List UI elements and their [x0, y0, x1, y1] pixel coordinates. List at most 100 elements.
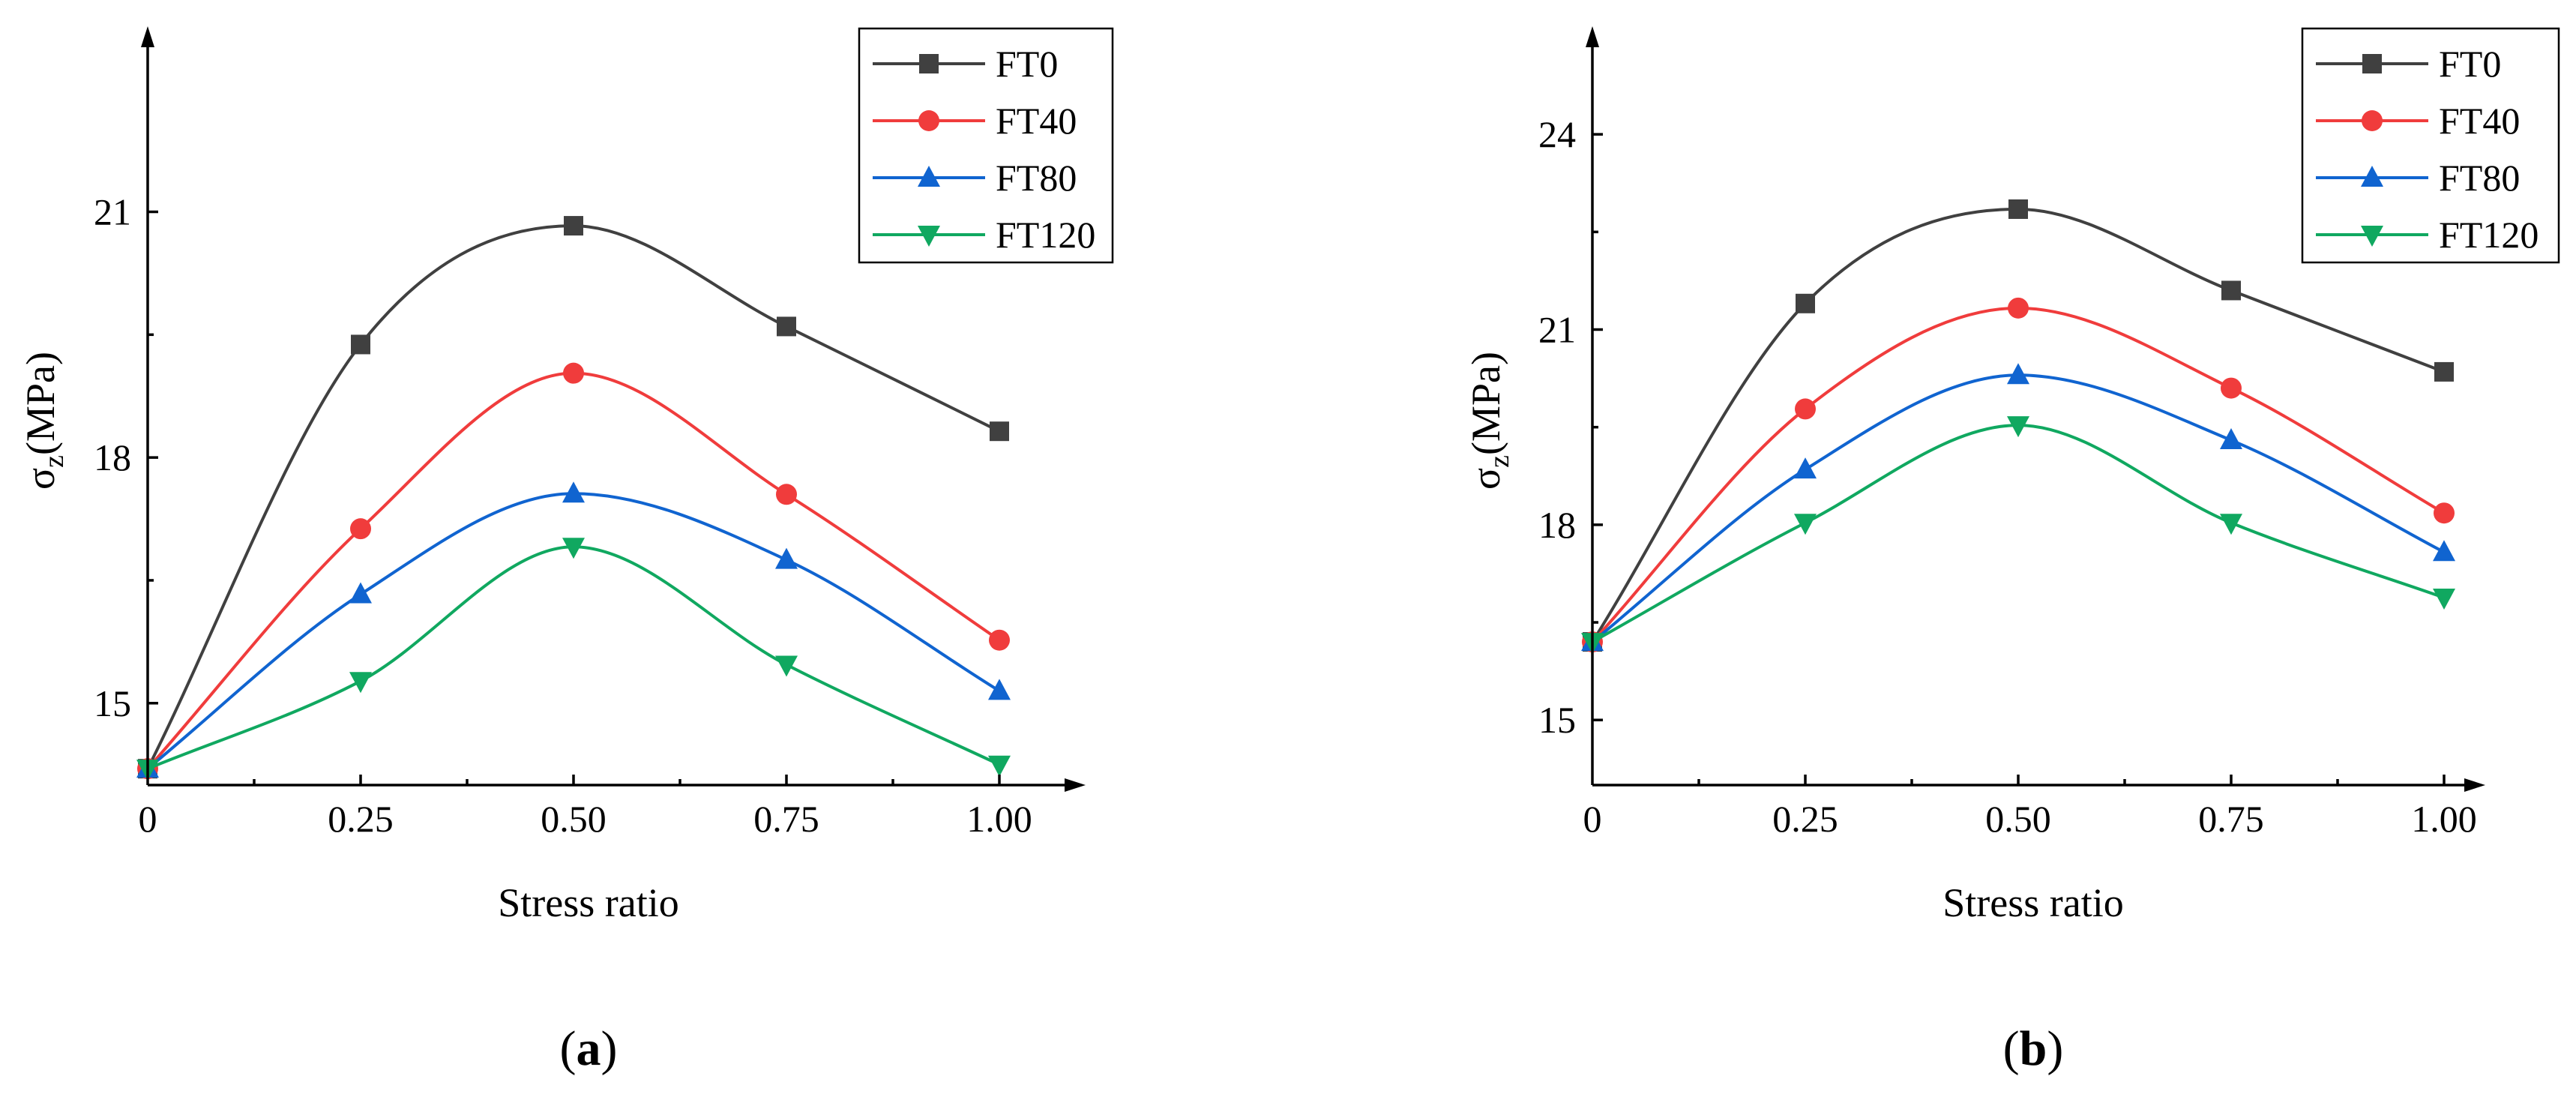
y-tick-label: 21 — [1538, 309, 1576, 351]
legend-marker-FT120 — [2361, 226, 2383, 247]
data-point-FT120 — [775, 655, 798, 677]
series-line-FT0 — [1591, 207, 2445, 643]
y-tick-label: 21 — [94, 191, 131, 233]
ticks: 0 0.25 0.50 0.75 1.00 15 18 21 — [94, 191, 1032, 840]
data-point-FT80 — [2433, 540, 2455, 562]
y-tick-label: 15 — [1538, 699, 1576, 741]
y-axis-title-subscript: z — [38, 455, 70, 468]
panel-label: (b) — [2003, 1021, 2064, 1076]
series-line-FT80 — [1591, 373, 2445, 643]
data-point-FT80 — [562, 481, 585, 503]
panel-label-close: ) — [601, 1021, 618, 1076]
data-point-FT80 — [2220, 428, 2242, 450]
y-axis-title-symbol: σ — [18, 468, 63, 490]
data-point-FT120 — [2433, 589, 2455, 610]
data-point-FT80 — [988, 679, 1011, 700]
legend-marker-FT0 — [919, 54, 939, 73]
data-point-FT0 — [351, 334, 370, 355]
data-point-FT0 — [777, 316, 796, 337]
data-point-FT120 — [2007, 416, 2029, 438]
legend-label-FT120: FT120 — [996, 214, 1095, 256]
x-tick-label: 0.75 — [2198, 798, 2264, 840]
data-point-FT40 — [1795, 398, 1816, 420]
ticks: 0 0.25 0.50 0.75 1.00 15 18 21 24 — [1538, 113, 2477, 840]
x-tick-label: 0.25 — [1772, 798, 1838, 840]
data-point-FT40 — [563, 362, 584, 384]
x-tick-label: 0 — [139, 798, 157, 840]
x-tick-label: 1.00 — [2411, 798, 2477, 840]
y-axis-title-subscript: z — [1484, 455, 1515, 468]
legend-items: FT0 FT40 FT80 FT120 — [873, 43, 1095, 256]
legend-label-FT0: FT0 — [2439, 43, 2501, 85]
x-tick-label: 0.50 — [541, 798, 607, 840]
legend-items: FT0 FT40 FT80 FT120 — [2316, 43, 2539, 256]
data-point-FT120 — [988, 755, 1011, 777]
legend-marker-FT40 — [2362, 110, 2383, 131]
panel-label: (a) — [560, 1021, 618, 1076]
legend: FT0 FT40 FT80 FT120 — [858, 27, 1114, 264]
y-axis-title-unit: (MPa) — [18, 352, 63, 455]
y-tick-label: 15 — [94, 682, 131, 724]
series-line-FT80 — [146, 492, 1001, 770]
axes — [141, 26, 1086, 792]
x-tick-label: 0.25 — [328, 798, 394, 840]
data-point-FT40 — [989, 629, 1010, 651]
legend-label-FT40: FT40 — [996, 100, 1077, 142]
legend-marker-FT80 — [918, 166, 940, 187]
data-point-FT80 — [2007, 363, 2029, 385]
axes — [1586, 26, 2485, 792]
legend-marker-FT120 — [918, 226, 940, 247]
legend-label-FT40: FT40 — [2439, 100, 2520, 142]
series-line-FT40 — [1591, 306, 2446, 643]
x-tick-label: 1.00 — [966, 798, 1032, 840]
y-axis-title: σz(MPa) — [1463, 352, 1515, 490]
y-axis-title-symbol: σ — [1463, 468, 1508, 490]
y-tick-label: 18 — [1538, 504, 1576, 546]
panel-label-open: ( — [2003, 1021, 2020, 1076]
x-tick-label: 0 — [1583, 798, 1602, 840]
data-point-FT0 — [2434, 361, 2454, 382]
y-tick-label: 24 — [1538, 113, 1576, 155]
legend-label-FT0: FT0 — [996, 43, 1058, 85]
x-axis-title: Stress ratio — [498, 880, 678, 925]
x-axis-arrow — [1065, 778, 1086, 792]
data-point-FT80 — [1794, 457, 1817, 479]
y-tick-label: 18 — [94, 436, 131, 478]
data-point-FT80 — [775, 547, 798, 569]
data-point-FT0 — [2008, 199, 2028, 219]
data-point-FT0 — [564, 216, 583, 236]
y-axis-title-unit: (MPa) — [1463, 352, 1508, 455]
data-point-FT80 — [349, 582, 372, 604]
data-point-FT0 — [2221, 280, 2241, 301]
legend-marker-FT80 — [2361, 166, 2383, 187]
panel-label-letter: a — [577, 1021, 601, 1076]
legend: FT0 FT40 FT80 FT120 — [2301, 27, 2560, 264]
data-point-FT0 — [1796, 293, 1815, 313]
series-line-FT40 — [146, 371, 1001, 770]
data-point-FT40 — [776, 484, 797, 505]
legend-label-FT80: FT80 — [996, 157, 1077, 199]
x-axis-arrow — [2464, 778, 2485, 792]
data-point-FT120 — [349, 672, 372, 694]
legend-box — [858, 27, 1114, 264]
data-point-FT40 — [2221, 377, 2242, 399]
series-layer — [136, 216, 1011, 781]
x-axis-title: Stress ratio — [1942, 880, 2123, 925]
legend-label-FT120: FT120 — [2439, 214, 2539, 256]
x-tick-label: 0.75 — [753, 798, 819, 840]
y-axis-arrow — [1586, 26, 1599, 47]
y-axis-arrow — [141, 26, 154, 47]
series-line-FT0 — [146, 224, 1000, 770]
panel-label-open: ( — [560, 1021, 577, 1076]
data-point-FT0 — [990, 421, 1009, 442]
data-point-FT120 — [2220, 514, 2242, 535]
data-point-FT40 — [2008, 297, 2029, 319]
data-point-FT120 — [1794, 514, 1817, 535]
data-point-FT40 — [2434, 502, 2455, 524]
panel-label-close: ) — [2047, 1021, 2063, 1076]
x-tick-label: 0.50 — [1985, 798, 2051, 840]
legend-label-FT80: FT80 — [2439, 157, 2520, 199]
y-axis-title: σz(MPa) — [18, 352, 70, 490]
